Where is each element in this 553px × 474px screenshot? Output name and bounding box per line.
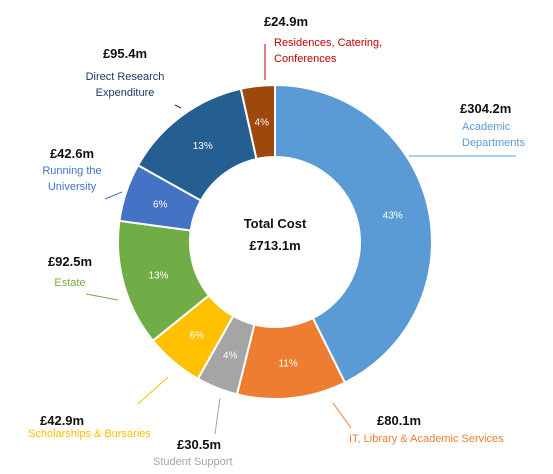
slice-value-label: £42.9m <box>40 413 84 428</box>
slice-percent-label: 13% <box>148 271 168 282</box>
chart-slices <box>117 83 433 400</box>
slice-value-label: £92.5m <box>48 254 92 269</box>
slice-category-label: Conferences <box>274 53 337 65</box>
slice-percent-label: 43% <box>383 210 403 221</box>
leader-line <box>137 376 169 405</box>
slice-academic-departments <box>274 83 433 384</box>
slice-category-label: Departments <box>462 137 525 149</box>
slice-percent-label: 4% <box>255 118 270 129</box>
slice-residences-catering-conferences <box>239 83 276 161</box>
slice-category-label: University <box>48 181 97 193</box>
leader-line <box>104 191 123 200</box>
leader-line <box>214 397 221 435</box>
center-value: £713.1m <box>249 238 300 253</box>
leader-line <box>174 104 182 109</box>
slice-percent-label: 11% <box>278 358 297 369</box>
leader-line <box>85 293 119 301</box>
slice-value-label: £95.4m <box>103 46 147 61</box>
slice-category-label: Estate <box>54 277 85 289</box>
slice-category-label: Running the <box>42 165 101 177</box>
slice-labels: 43% 11% 4% 6% 13% 6% 13% 4% £304.2m Academic Depar… <box>28 14 525 468</box>
center-label: Total Cost <box>244 216 307 231</box>
slice-value-label: £24.9m <box>264 14 308 29</box>
slice-value-label: £30.5m <box>177 437 221 452</box>
slice-percent-label: 4% <box>223 350 238 361</box>
slice-category-label: Residences, Catering, <box>274 37 382 49</box>
slice-percent-label: 6% <box>190 330 205 341</box>
slice-value-label: £80.1m <box>377 413 421 428</box>
slice-percent-label: 13% <box>193 141 213 152</box>
slice-percent-label: 6% <box>153 200 168 211</box>
slice-value-label: £304.2m <box>460 101 511 116</box>
leader-lines <box>85 44 516 435</box>
slice-category-label: Academic <box>462 121 511 133</box>
slice-category-label: Scholarships & Bursaries <box>28 428 151 440</box>
leader-line <box>332 402 352 429</box>
slice-category-label: IT, Library & Academic Services <box>349 433 504 445</box>
slice-category-label: Expenditure <box>96 87 155 99</box>
slice-category-label: Student Support <box>153 456 233 468</box>
slice-value-label: £42.6m <box>50 146 94 161</box>
slice-category-label: Direct Research <box>86 71 165 83</box>
